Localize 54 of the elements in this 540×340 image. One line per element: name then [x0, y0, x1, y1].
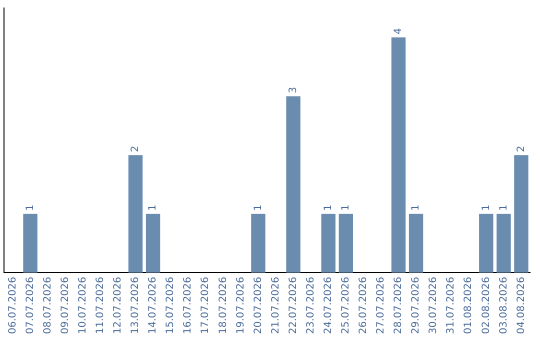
x-tick-label: 03.08.2026: [498, 276, 510, 334]
data-label: 4: [393, 28, 404, 34]
x-tick-label: 24.07.2026: [322, 276, 334, 334]
x-tick-label: 25.07.2026: [340, 276, 352, 334]
x-tick-label: 02.08.2026: [480, 276, 492, 334]
x-tick-label: 19.07.2026: [235, 276, 246, 334]
data-label: 1: [322, 204, 334, 211]
data-label: 2: [130, 146, 142, 152]
x-tick-label: 18.07.2026: [218, 276, 229, 334]
data-label: 1: [480, 204, 492, 211]
bar: [23, 214, 38, 273]
x-tick-label: 29.07.2026: [410, 276, 422, 334]
bar: [286, 96, 300, 273]
bar: [338, 214, 353, 273]
bar: [251, 214, 266, 273]
x-tick-label: 06.07.2026: [7, 276, 18, 334]
x-tick-label: 11.07.2026: [95, 276, 106, 334]
x-tick-label: 22.07.2026: [288, 276, 299, 334]
x-tick-label: 26.07.2026: [358, 276, 370, 334]
x-tick-label: 15.07.2026: [165, 276, 176, 334]
bar: [146, 214, 160, 273]
x-tick-label: 13.07.2026: [130, 276, 142, 334]
x-tick-label: 14.07.2026: [148, 276, 159, 334]
x-tick-label: 12.07.2026: [112, 276, 124, 334]
data-label: 1: [24, 204, 36, 211]
x-tick-label: 30.07.2026: [428, 276, 440, 334]
bar: [514, 155, 528, 273]
x-tick-label: 04.08.2026: [516, 276, 527, 334]
data-label: 3: [288, 86, 299, 94]
bar: [496, 214, 511, 273]
data-label: 1: [148, 204, 159, 211]
bar: [321, 214, 336, 273]
data-label: 1: [340, 204, 352, 211]
x-tick-label: 28.07.2026: [393, 276, 404, 334]
data-label: 2: [516, 146, 527, 152]
x-tick-label: 01.08.2026: [463, 276, 474, 334]
x-tick-label: 08.07.2026: [42, 276, 54, 334]
data-label: 1: [252, 204, 264, 211]
x-tick-label: 07.07.2026: [24, 276, 36, 334]
data-label: 1: [498, 204, 510, 211]
x-tick-label: 17.07.2026: [200, 276, 212, 334]
x-tick-label: 31.07.2026: [446, 276, 457, 334]
x-tick-label: 16.07.2026: [182, 276, 194, 334]
bar: [128, 155, 143, 273]
bar: [479, 214, 494, 273]
x-tick-label: 23.07.2026: [305, 276, 316, 334]
bar: [391, 37, 406, 273]
x-tick-label: 21.07.2026: [270, 276, 282, 334]
data-label: 1: [410, 204, 422, 211]
x-tick-label: 20.07.2026: [252, 276, 264, 334]
bar: [408, 214, 424, 273]
x-tick-label: 27.07.2026: [376, 276, 387, 334]
x-tick-label: 09.07.2026: [60, 276, 71, 334]
x-tick-label: 10.07.2026: [77, 276, 88, 334]
